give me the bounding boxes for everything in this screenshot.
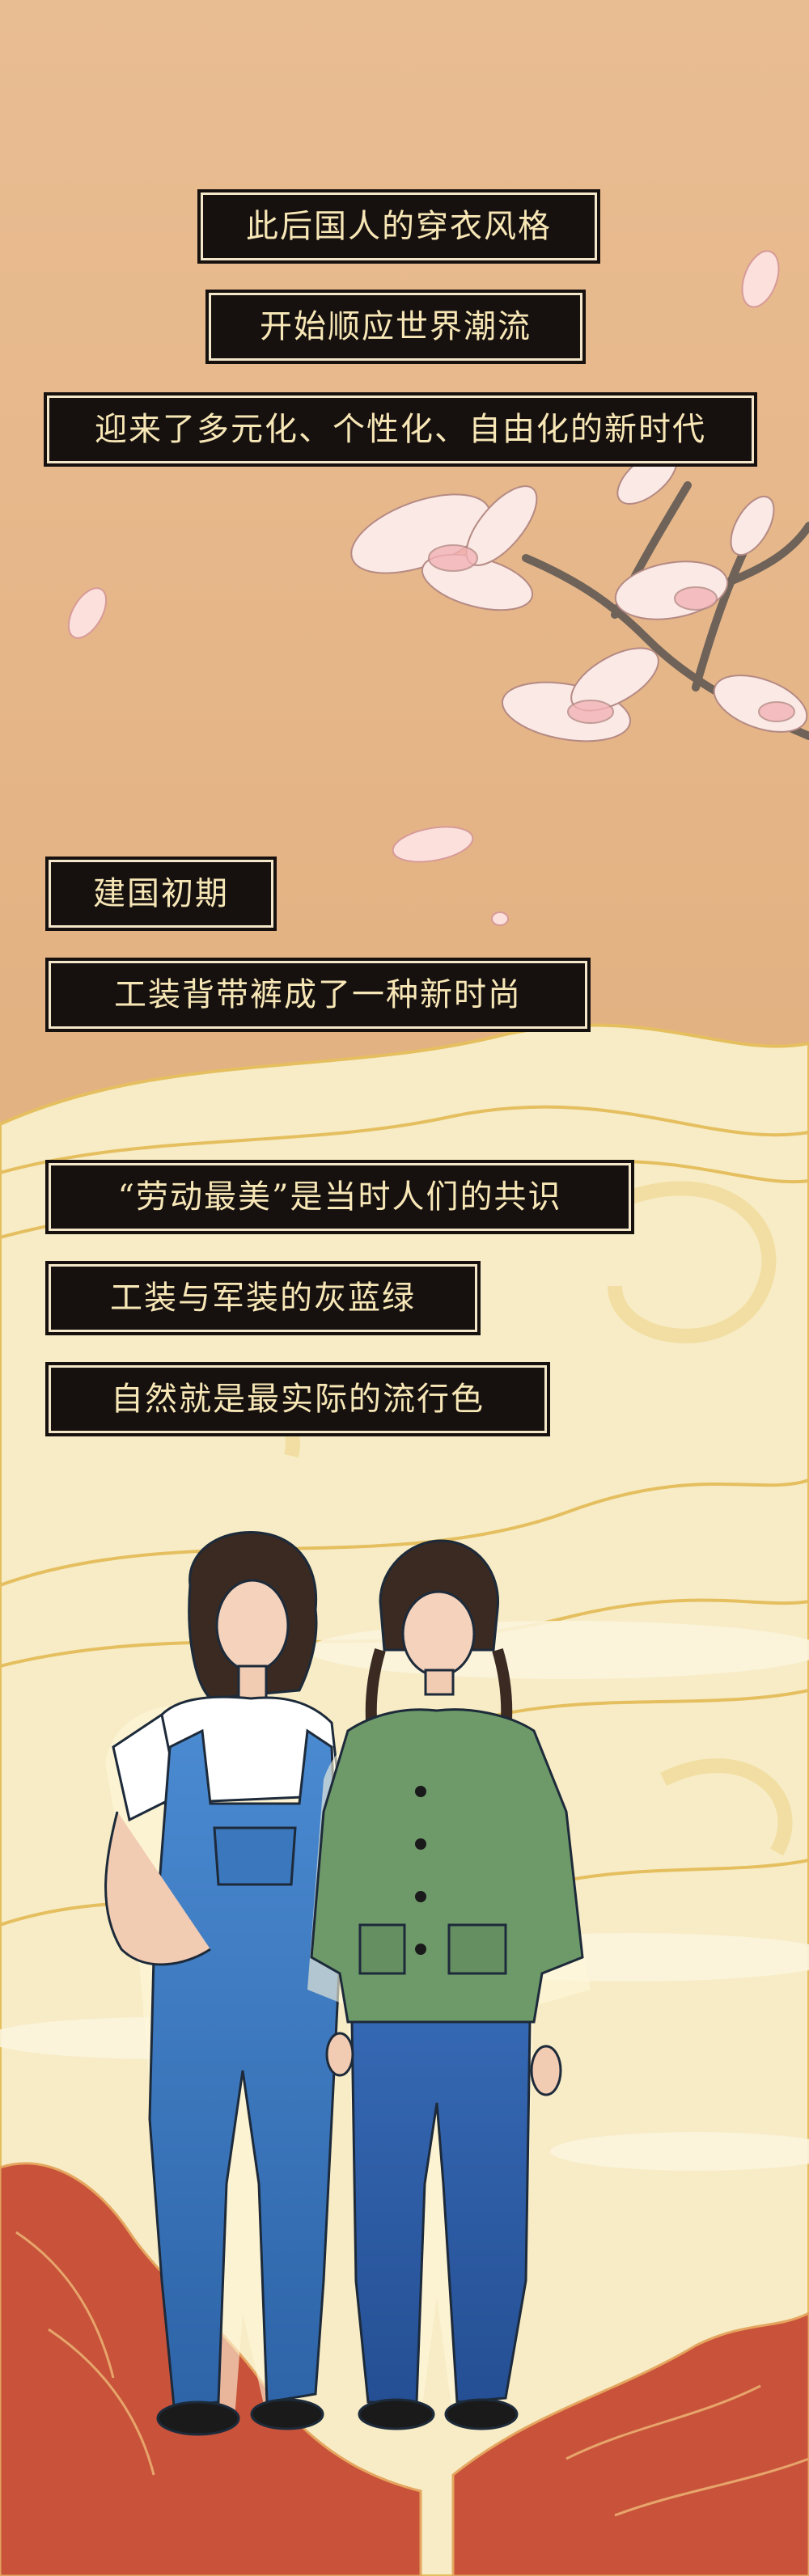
mountain-lines [15, 2231, 809, 2517]
falling-petals [67, 250, 780, 926]
caption-overalls-fashion: 工装背带裤成了一种新时尚 [45, 958, 591, 1032]
woman-in-overalls [104, 1530, 341, 2436]
woman-in-green-jacket [307, 1539, 591, 2430]
caption-labor-most-beautiful: “劳动最美”是当时人们的共识 [45, 1160, 634, 1234]
caption-workwear-colors: 工装与军装的灰蓝绿 [45, 1261, 481, 1335]
caption-follow-world-trend: 开始顺应世界潮流 [205, 290, 586, 364]
caption-clothing-style: 此后国人的穿衣风格 [197, 189, 600, 264]
magnolia-flowers [350, 450, 808, 742]
caption-early-founding: 建国初期 [45, 857, 277, 931]
caption-popular-color: 自然就是最实际的流行色 [45, 1362, 550, 1436]
caption-new-era: 迎来了多元化、个性化、自由化的新时代 [44, 392, 757, 467]
